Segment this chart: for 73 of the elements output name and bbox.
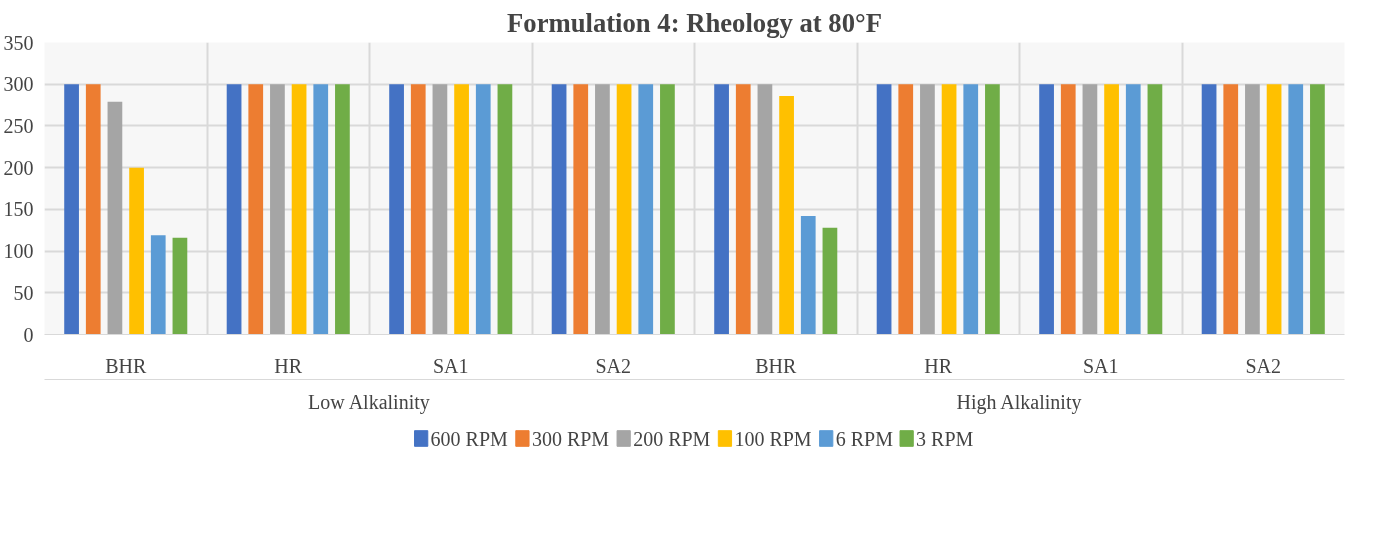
y-tick-label: 200 <box>3 156 34 179</box>
bar <box>573 84 589 335</box>
bar <box>1245 84 1260 335</box>
bar <box>454 84 469 335</box>
legend-label: 100 RPM <box>734 427 812 450</box>
bar <box>432 84 448 335</box>
x-tick-label: SA1 <box>1082 354 1119 377</box>
x-tick-label: SA2 <box>1245 354 1282 377</box>
bar <box>638 84 654 335</box>
bar <box>129 167 144 335</box>
bar <box>757 84 773 335</box>
bar <box>735 84 751 335</box>
y-tick-label: 350 <box>3 31 34 54</box>
legend-label: 6 RPM <box>835 427 894 450</box>
bar <box>1266 84 1282 335</box>
bar <box>898 84 914 335</box>
bar <box>291 84 307 335</box>
text: High Alkalinity <box>956 390 1082 414</box>
bar <box>985 84 1000 335</box>
bar <box>800 216 816 335</box>
bar <box>1104 84 1119 335</box>
bar <box>876 84 892 335</box>
bar <box>1060 84 1076 335</box>
legend-label: 300 RPM <box>531 427 610 450</box>
bar <box>1201 84 1217 335</box>
bar <box>107 101 123 335</box>
bar <box>660 84 675 335</box>
x-tick-label: SA2 <box>595 354 632 377</box>
bar <box>920 84 935 335</box>
bar <box>1125 84 1141 335</box>
y-tick-label: 50 <box>13 281 34 304</box>
bar <box>595 84 610 335</box>
x-tick-label: SA1 <box>432 354 469 377</box>
legend-label: 600 RPM <box>430 427 509 450</box>
bar <box>1147 84 1163 335</box>
bar <box>779 95 794 335</box>
bar <box>714 84 729 335</box>
bar <box>1039 84 1054 335</box>
bar <box>941 84 957 335</box>
bar <box>313 84 329 335</box>
y-tick-label: 0 <box>23 323 34 346</box>
bar <box>1082 84 1098 335</box>
bar <box>335 84 350 335</box>
bar <box>389 84 404 335</box>
text: Low Alkalinity <box>308 390 430 414</box>
bar <box>963 84 979 335</box>
x-tick-label: BHR <box>105 354 147 377</box>
bar <box>226 84 242 335</box>
bar <box>172 237 188 335</box>
bar <box>64 84 79 335</box>
legend-label: 3 RPM <box>916 427 974 450</box>
bar <box>85 84 101 335</box>
x-tick-label: HR <box>274 354 303 377</box>
bar <box>822 227 838 335</box>
bar <box>616 84 632 335</box>
bar <box>1288 84 1304 335</box>
bar <box>1223 84 1239 335</box>
x-tick-label: BHR <box>755 354 797 377</box>
y-tick-label: 150 <box>3 198 34 221</box>
bar <box>1310 84 1325 335</box>
y-tick-label: 100 <box>3 240 34 263</box>
bar <box>150 235 166 335</box>
bar <box>248 84 264 335</box>
bar <box>475 84 491 335</box>
bar <box>270 84 285 335</box>
bar <box>410 84 426 335</box>
y-tick-label: 300 <box>3 73 34 96</box>
bar <box>551 84 567 335</box>
x-tick-label: HR <box>924 354 953 377</box>
legend-label: 200 RPM <box>633 427 711 450</box>
y-tick-label: 250 <box>3 114 34 137</box>
bar <box>497 84 513 335</box>
chart-title: Formulation 4: Rheology at 80°F <box>507 7 882 38</box>
